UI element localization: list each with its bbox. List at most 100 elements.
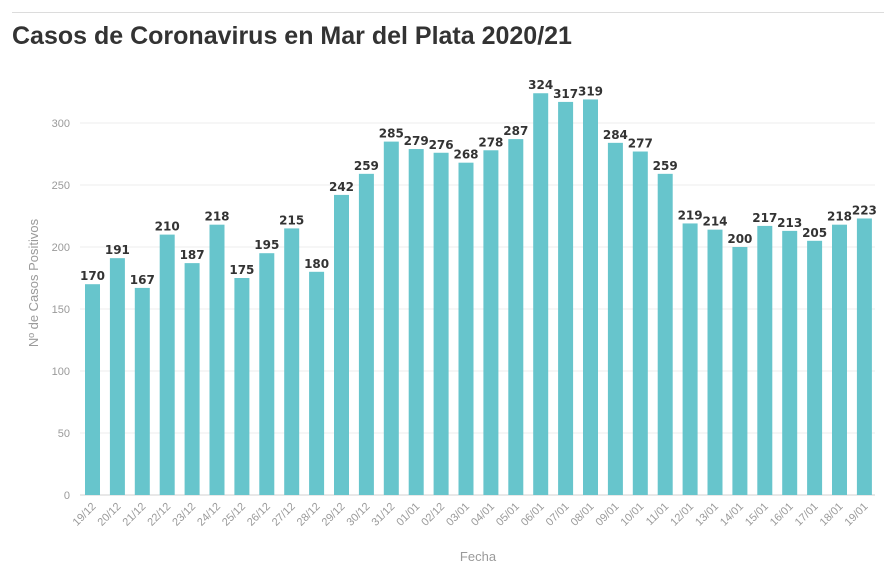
bar [558,101,574,496]
data-label: 242 [329,180,354,194]
bar [259,253,275,495]
bar [458,162,474,495]
data-label: 215 [279,213,304,227]
x-tick-label: 01/01 [394,501,422,529]
x-tick-label: 09/01 [594,501,622,529]
x-axis-label: Fecha [460,549,497,564]
x-tick-label: 16/01 [768,501,796,529]
data-label: 191 [105,243,130,257]
data-label: 268 [453,148,478,162]
bar [782,230,798,495]
x-tick-label: 23/12 [170,501,198,529]
bar [632,151,648,495]
x-tick-label: 11/01 [644,501,671,528]
y-tick-label: 100 [52,366,70,378]
x-tick-label: 21/12 [120,501,148,529]
bar [234,278,250,495]
data-label: 276 [429,138,454,152]
x-tick-label: 26/12 [245,501,273,529]
bar [832,224,847,495]
x-tick-label: 22/12 [145,501,173,529]
bar [334,194,349,496]
y-axis-ticks: 0 50 100 150 200 250 300 [52,118,70,502]
bar [657,173,673,495]
data-label: 195 [254,238,279,252]
y-tick-label: 150 [52,304,70,316]
x-tick-label: 19/01 [843,501,871,529]
bar [408,149,424,496]
x-tick-label: 24/12 [195,501,223,529]
bar [682,223,698,495]
chart-title: Casos de Coronavirus en Mar del Plata 20… [12,22,572,50]
x-tick-label: 10/01 [618,501,646,529]
data-label: 259 [653,159,678,173]
bar [433,152,449,495]
bar [856,218,872,496]
x-tick-label: 28/12 [295,501,323,529]
x-tick-label: 31/12 [369,501,397,529]
data-label: 278 [478,135,503,149]
data-label: 167 [130,273,155,287]
data-label: 210 [155,220,180,234]
bar [583,99,598,495]
x-tick-label: 07/01 [544,501,572,529]
x-tick-label: 29/12 [320,501,348,529]
x-tick-label: 03/01 [444,501,472,529]
bars [85,93,872,496]
y-tick-label: 200 [52,242,70,254]
bar [134,287,150,495]
data-labels: 1701911672101872181751952151802422592852… [80,78,877,287]
x-tick-label: 17/01 [793,501,821,529]
data-label: 324 [528,78,553,92]
x-tick-label: 04/01 [469,501,497,529]
y-tick-label: 300 [52,118,70,130]
x-tick-label: 14/01 [718,501,746,529]
data-label: 170 [80,269,105,283]
bar [309,271,325,495]
x-axis-ticks: 19/1220/1221/1222/1223/1224/1225/1226/12… [71,501,871,529]
x-tick-label: 30/12 [345,501,373,529]
x-tick-label: 15/01 [743,501,771,529]
bar [508,139,524,495]
data-label: 219 [678,208,703,222]
bar [732,247,748,495]
data-label: 180 [304,257,329,271]
data-label: 279 [404,134,429,148]
bar [383,141,399,495]
x-tick-label: 19/12 [71,501,99,529]
y-axis-label: Nº de Casos Positivos [26,218,41,347]
x-tick-label: 18/01 [818,501,846,529]
data-label: 175 [229,263,254,277]
data-label: 223 [852,203,877,217]
data-label: 284 [603,128,628,142]
x-tick-label: 08/01 [569,501,597,529]
bar [109,258,125,495]
data-label: 317 [553,87,578,101]
data-label: 187 [180,248,205,262]
x-tick-label: 05/01 [494,501,522,529]
bar [607,142,623,495]
x-tick-label: 12/01 [668,501,696,529]
y-tick-label: 50 [58,428,70,440]
data-label: 218 [827,210,852,224]
x-tick-label: 25/12 [220,501,248,529]
bar [533,93,549,496]
data-label: 217 [752,211,777,225]
data-label: 200 [727,232,752,246]
bar [184,263,200,495]
bar [284,228,300,495]
x-tick-label: 13/01 [693,501,721,529]
top-divider [12,12,884,13]
data-label: 259 [354,159,379,173]
bar [159,234,175,495]
bar [483,150,499,495]
data-label: 287 [503,124,528,138]
bar [85,284,100,495]
data-label: 218 [204,210,229,224]
data-label: 285 [379,127,404,141]
bar [807,240,823,495]
x-tick-label: 27/12 [270,501,298,529]
data-label: 214 [702,215,727,229]
data-label: 319 [578,84,603,98]
